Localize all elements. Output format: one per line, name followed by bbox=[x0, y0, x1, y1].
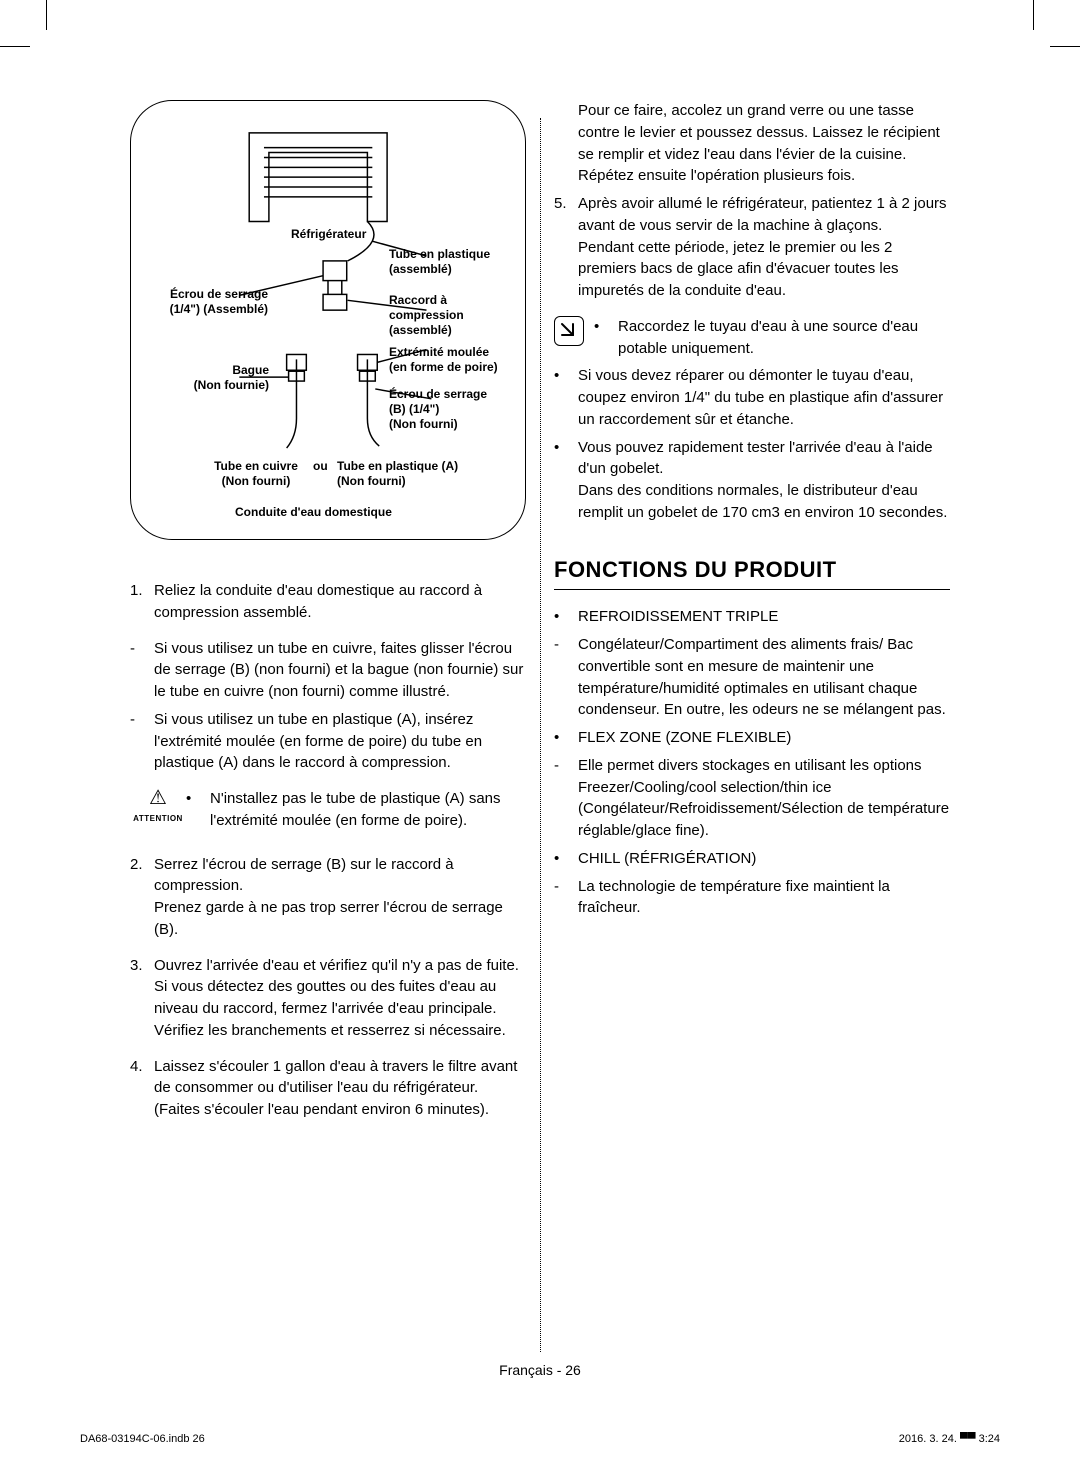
attention-text: N'installez pas le tube de plastique (A)… bbox=[210, 788, 526, 832]
right-bullet-2-text: Vous pouvez rapidement tester l'arrivée … bbox=[578, 437, 950, 524]
label-tube-plastique: Tube en plastique (assemblé) bbox=[389, 247, 490, 277]
f-b1: REFROIDISSEMENT TRIPLE bbox=[578, 606, 778, 628]
f-b2: FLEX ZONE (ZONE FLEXIBLE) bbox=[578, 727, 791, 749]
label-ou: ou bbox=[313, 459, 328, 474]
f-bullet-1: • REFROIDISSEMENT TRIPLE bbox=[554, 606, 950, 628]
label-extremite: Extrémité moulée (en forme de poire) bbox=[389, 345, 498, 375]
f-dash-2: - Elle permet divers stockages en utilis… bbox=[554, 755, 950, 842]
attention-label: ATTENTION bbox=[130, 813, 186, 825]
f-d2: Elle permet divers stockages en utilisan… bbox=[578, 755, 950, 842]
doc-ref: DA68-03194C-06.indb 26 bbox=[80, 1432, 205, 1448]
diagram-svg bbox=[131, 101, 525, 539]
note-icon bbox=[554, 316, 584, 346]
step-1-dash-1: - Si vous utilisez un tube en cuivre, fa… bbox=[130, 638, 526, 703]
step-3-num: 3. bbox=[130, 955, 154, 1042]
water-note: • Raccordez le tuyau d'eau à une source … bbox=[554, 316, 950, 360]
label-bague: Bague (Non fournie) bbox=[179, 363, 269, 393]
label-tube-plastique-a: Tube en plastique (A) (Non fourni) bbox=[337, 459, 458, 489]
f-dash-3: - La technologie de température fixe mai… bbox=[554, 876, 950, 920]
f-b3: CHILL (RÉFRIGÉRATION) bbox=[578, 848, 756, 870]
page-number: Français - 26 bbox=[0, 1360, 1080, 1380]
step-5-num: 5. bbox=[554, 193, 578, 302]
label-ecrou-b: Écrou de serrage (B) (1/4") (Non fourni) bbox=[389, 387, 487, 432]
dash-2-text: Si vous utilisez un tube en plastique (A… bbox=[154, 709, 526, 774]
f-d3: La technologie de température fixe maint… bbox=[578, 876, 950, 920]
right-column: Pour ce faire, accolez un grand verre ou… bbox=[554, 100, 950, 1135]
f-dash-1: - Congélateur/Compartiment des aliments … bbox=[554, 634, 950, 721]
step-4-text: Laissez s'écouler 1 gallon d'eau à trave… bbox=[154, 1056, 526, 1121]
warning-icon: ⚠ bbox=[149, 787, 167, 809]
label-tube-cuivre: Tube en cuivre (Non fourni) bbox=[201, 459, 311, 489]
dash-1-text: Si vous utilisez un tube en cuivre, fait… bbox=[154, 638, 526, 703]
label-conduite: Conduite d'eau domestique bbox=[235, 505, 392, 520]
step-2-text: Serrez l'écrou de serrage (B) sur le rac… bbox=[154, 854, 526, 941]
column-divider bbox=[540, 118, 541, 1352]
step-4: 4. Laissez s'écouler 1 gallon d'eau à tr… bbox=[130, 1056, 526, 1121]
step-3: 3. Ouvrez l'arrivée d'eau et vérifiez qu… bbox=[130, 955, 526, 1042]
step-2: 2. Serrez l'écrou de serrage (B) sur le … bbox=[130, 854, 526, 941]
right-bullet-2: • Vous pouvez rapidement tester l'arrivé… bbox=[554, 437, 950, 524]
step-5: 5. Après avoir allumé le réfrigérateur, … bbox=[554, 193, 950, 302]
step-1: 1. Reliez la conduite d'eau domestique a… bbox=[130, 580, 526, 624]
step-2-num: 2. bbox=[130, 854, 154, 941]
step-4-num: 4. bbox=[130, 1056, 154, 1121]
note-text: Raccordez le tuyau d'eau à une source d'… bbox=[618, 316, 950, 360]
f-bullet-3: • CHILL (RÉFRIGÉRATION) bbox=[554, 848, 950, 870]
attention-callout: ⚠ ATTENTION • N'installez pas le tube de… bbox=[130, 788, 526, 832]
step-4-continuation: Pour ce faire, accolez un grand verre ou… bbox=[554, 100, 950, 187]
water-connection-diagram: Réfrigérateur Tube en plastique (assembl… bbox=[130, 100, 526, 540]
left-column: Réfrigérateur Tube en plastique (assembl… bbox=[130, 100, 526, 1135]
label-refrigerateur: Réfrigérateur bbox=[291, 227, 366, 242]
label-ecrou-a: Écrou de serrage (1/4") (Assemblé) bbox=[153, 287, 268, 317]
step-1-num: 1. bbox=[130, 580, 154, 624]
fonctions-heading: FONCTIONS DU PRODUIT bbox=[554, 554, 950, 591]
doc-date: 2016. 3. 24. ▀▀ 3:24 bbox=[899, 1432, 1000, 1448]
label-raccord: Raccord à compression (assemblé) bbox=[389, 293, 464, 338]
step-1-dash-2: - Si vous utilisez un tube en plastique … bbox=[130, 709, 526, 774]
step-1-text: Reliez la conduite d'eau domestique au r… bbox=[154, 580, 526, 624]
f-d1: Congélateur/Compartiment des aliments fr… bbox=[578, 634, 950, 721]
step-5-text: Après avoir allumé le réfrigérateur, pat… bbox=[578, 193, 950, 302]
right-bullet-1: • Si vous devez réparer ou démonter le t… bbox=[554, 365, 950, 430]
right-bullet-1-text: Si vous devez réparer ou démonter le tuy… bbox=[578, 365, 950, 430]
f-bullet-2: • FLEX ZONE (ZONE FLEXIBLE) bbox=[554, 727, 950, 749]
step-3-text: Ouvrez l'arrivée d'eau et vérifiez qu'il… bbox=[154, 955, 526, 1042]
